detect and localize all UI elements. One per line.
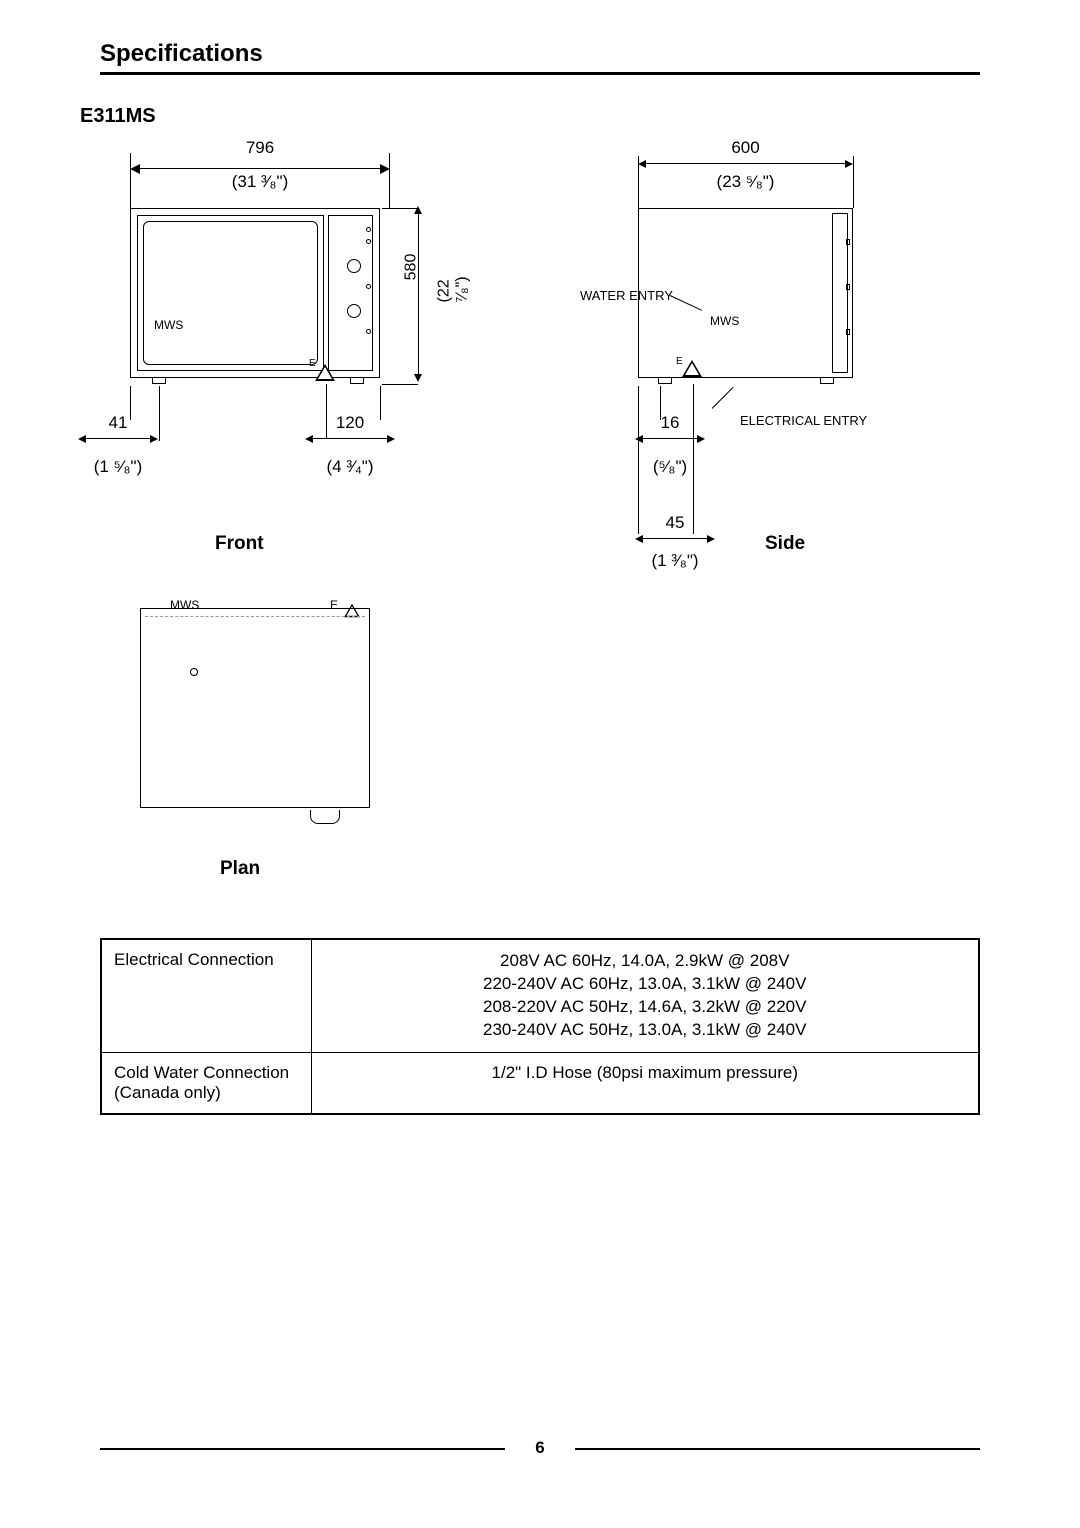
electrical-entry-label: ELECTRICAL ENTRY [740,413,867,428]
rail-icon [846,284,850,290]
table-row: Cold Water Connection (Canada only) 1/2"… [101,1052,979,1114]
dim-mm: 16 [635,413,705,433]
front-height-frac: (22 ⁷⁄₈") [436,250,472,303]
front-dim-right: 120 (4 ³⁄₄") [305,413,395,477]
side-door-edge [832,213,848,373]
page-number: 6 [525,1438,554,1458]
spec-line: 220-240V AC 60Hz, 13.0A, 3.1kW @ 240V [324,973,967,996]
ext-line [638,386,639,534]
ext-line [638,156,639,208]
side-width-frac: (23 ⁵⁄₈") [638,172,853,192]
foot-icon [350,378,364,384]
caution-icon [315,364,335,381]
ext-line [159,386,160,441]
rail-icon [846,329,850,335]
plan-top-edge [145,613,365,617]
foot-icon [658,378,672,384]
caution-icon [682,360,702,377]
front-width-dim: 796 (31 ³⁄₈") [130,138,390,192]
indicator-icon [366,227,371,232]
ext-line [382,208,418,209]
spec-line: 1/2" I.D Hose (80psi maximum pressure) [324,1063,967,1083]
diagrams-area: 796 (31 ³⁄₈") MWS E [100,138,980,918]
table-row: Electrical Connection 208V AC 60Hz, 14.0… [101,939,979,1052]
front-width-mm: 796 [130,138,390,158]
spec-line: 230-240V AC 50Hz, 13.0A, 3.1kW @ 240V [324,1019,967,1042]
dim-arrow-icon [130,158,390,172]
plan-outline [140,608,370,808]
front-window [143,221,318,365]
front-height-dim [400,206,440,382]
side-view-label: Side [765,533,805,555]
spec-line: 208-220V AC 50Hz, 14.6A, 3.2kW @ 220V [324,996,967,1019]
spec-value: 1/2" I.D Hose (80psi maximum pressure) [311,1052,979,1114]
handle-icon [310,810,340,824]
front-outline [130,208,380,378]
dim-frac: (⁵⁄₈") [635,457,705,477]
footer-rule-icon [100,1448,505,1450]
vent-icon [190,668,198,676]
foot-icon [820,378,834,384]
side-width-dim: 600 (23 ⁵⁄₈") [638,138,853,192]
plan-view-label: Plan [220,858,260,880]
front-view: 796 (31 ³⁄₈") MWS E [100,138,480,568]
ext-line [130,153,131,208]
dim-mm: 45 [635,513,715,533]
dim-frac: (1 ⁵⁄₈") [78,457,158,477]
dim-arrow-icon [305,433,395,445]
front-dim-left: 41 (1 ⁵⁄₈") [78,413,158,477]
indicator-icon [366,284,371,289]
water-entry-label: WATER ENTRY [580,288,673,303]
mws-label: MWS [710,314,739,328]
ext-line [853,156,854,208]
spec-table: Electrical Connection 208V AC 60Hz, 14.0… [100,938,980,1115]
dim-frac: (1 ³⁄₈") [635,551,715,571]
plan-view: MWS E Plan [120,598,400,918]
front-view-label: Front [215,533,264,555]
side-dim-2: 45 (1 ³⁄₈") [635,513,715,571]
dim-mm: 120 [305,413,395,433]
front-height-mm: 580 [402,254,420,281]
dim-arrow-icon [635,533,715,545]
mws-label: MWS [154,318,183,332]
knob-icon [347,259,361,273]
footer-rule-icon [575,1448,980,1450]
spec-line: 208V AC 60Hz, 14.0A, 2.9kW @ 208V [324,950,967,973]
indicator-icon [366,329,371,334]
dim-mm: 41 [78,413,158,433]
spec-value: 208V AC 60Hz, 14.0A, 2.9kW @ 208V 220-24… [311,939,979,1052]
ext-line [389,153,390,208]
side-dim-1: 16 (⁵⁄₈") [635,413,705,477]
ext-line [382,384,418,385]
rail-icon [846,239,850,245]
dim-arrow-icon [78,433,158,445]
knob-icon [347,304,361,318]
foot-icon [152,378,166,384]
page-footer: 6 [100,1438,980,1458]
side-view: 600 (23 ⁵⁄₈") WATER ENTRY MWS ELECTRICAL… [580,138,940,698]
spec-label: Cold Water Connection (Canada only) [101,1052,311,1114]
front-width-frac: (31 ³⁄₈") [130,172,390,192]
dim-arrow-icon [638,158,853,172]
leader-line [712,387,734,409]
dim-frac: (4 ³⁄₄") [305,457,395,477]
model-number: E311MS [80,105,980,128]
section-title: Specifications [100,40,980,75]
side-width-mm: 600 [638,138,853,158]
indicator-icon [366,239,371,244]
dim-arrow-icon [635,433,705,445]
spec-label: Electrical Connection [101,939,311,1052]
